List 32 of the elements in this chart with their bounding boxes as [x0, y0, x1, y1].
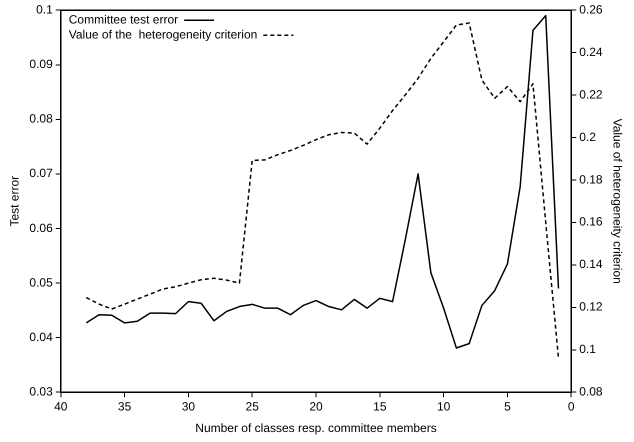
y-axis-title: Test error	[8, 176, 22, 227]
y2-tick-label: 0.22	[579, 87, 603, 102]
x-tick-label: 0	[568, 400, 575, 414]
y-tick-label: 0.06	[29, 220, 54, 235]
x-tick-label: 30	[182, 400, 196, 414]
y-tick-label: 0.04	[29, 330, 54, 344]
y-tick-label: 0.03	[29, 384, 54, 399]
y2-tick-label: 0.18	[579, 172, 603, 186]
x-tick-label: 10	[436, 400, 451, 414]
legend-label: Value of the heterogeneity criterion	[68, 28, 258, 42]
y-tick-label: 0.09	[29, 57, 54, 72]
x-axis-title: Number of classes resp. committee members	[195, 421, 437, 436]
x-tick-label: 20	[309, 400, 323, 414]
legend-label: Committee test error	[68, 12, 178, 27]
x-tick-label: 40	[54, 400, 68, 414]
y-tick-label: 0.08	[29, 112, 54, 126]
y-tick-label: 0.1	[36, 2, 54, 17]
x-tick-label: 25	[246, 400, 260, 414]
y2-tick-label: 0.2	[579, 130, 596, 144]
y2-tick-label: 0.16	[579, 214, 603, 229]
y2-tick-label: 0.12	[579, 300, 603, 314]
y2-axis-title: Value of heterogeneity criterion	[610, 118, 624, 284]
y2-tick-label: 0.24	[579, 44, 603, 59]
y2-tick-label: 0.26	[579, 2, 603, 17]
y-tick-label: 0.07	[29, 166, 54, 180]
y2-tick-label: 0.1	[579, 342, 596, 356]
x-tick-label: 35	[118, 400, 132, 414]
x-tick-label: 5	[504, 400, 512, 414]
y2-tick-label: 0.14	[579, 257, 603, 272]
y-tick-label: 0.05	[29, 275, 54, 290]
y2-tick-label: 0.08	[579, 384, 603, 399]
x-tick-label: 15	[373, 400, 387, 414]
